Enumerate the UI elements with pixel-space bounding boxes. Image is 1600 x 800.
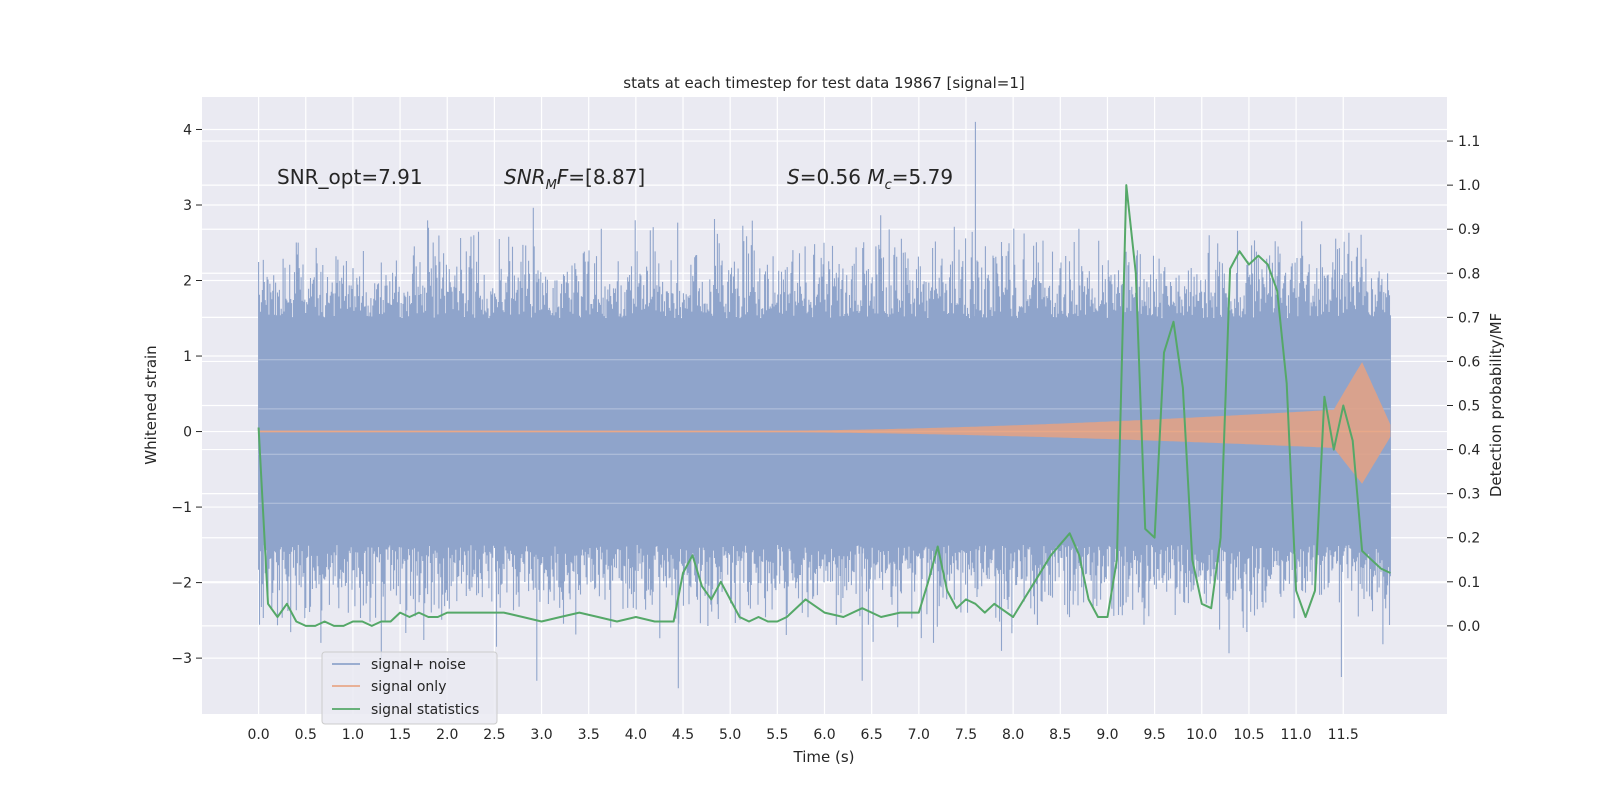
- signal-envelope: [258, 362, 1391, 484]
- y-axis-label-right: Detection probability/MF: [1487, 313, 1505, 497]
- x-tick-label: 0.0: [247, 727, 269, 743]
- annotation-snr-mf: SNRMF=[8.87]: [504, 165, 645, 193]
- x-tick-label: 2.0: [436, 727, 458, 743]
- legend-label-signal: signal only: [371, 679, 446, 695]
- x-tick-label: 7.0: [908, 727, 930, 743]
- x-tick-label: 8.5: [1049, 727, 1071, 743]
- x-tick-label: 7.5: [955, 727, 977, 743]
- x-tick-label: 11.0: [1281, 727, 1312, 743]
- y-tick-label-right: 1.0: [1458, 178, 1480, 194]
- annotation-snr-opt: SNR_opt=7.91: [277, 165, 423, 189]
- chart-title: stats at each timestep for test data 198…: [623, 74, 1024, 92]
- x-axis-label: Time (s): [793, 748, 855, 766]
- y-tick-label-right: 0.3: [1458, 487, 1480, 503]
- y-tick-label-left: 4: [183, 122, 192, 138]
- y-tick-label-left: 2: [183, 274, 192, 290]
- y-tick-label-left: −1: [171, 500, 192, 516]
- y-tick-label-right: 1.1: [1458, 134, 1480, 150]
- x-tick-label: 5.5: [766, 727, 788, 743]
- x-tick-label: 3.0: [530, 727, 552, 743]
- x-tick-label: 10.5: [1233, 727, 1264, 743]
- x-tick-label: 10.0: [1186, 727, 1217, 743]
- y-tick-label-left: 0: [183, 425, 192, 441]
- y-tick-label-right: 0.6: [1458, 354, 1480, 370]
- x-tick-label: 11.5: [1328, 727, 1359, 743]
- statistics-line: [257, 184, 1391, 627]
- x-tick-label: 1.0: [342, 727, 364, 743]
- x-tick-label: 8.0: [1002, 727, 1024, 743]
- annotation-s-mc: S=0.56 Mc=5.79: [787, 165, 953, 193]
- legend: signal+ noise signal only signal statist…: [321, 651, 498, 725]
- y-tick-label-left: −2: [171, 576, 192, 592]
- y-tick-label-left: 3: [183, 198, 192, 214]
- signal-statistics-series: [257, 184, 1391, 627]
- y-tick-label-left: 1: [183, 349, 192, 365]
- x-tick-label: 5.0: [719, 727, 741, 743]
- x-tick-label: 4.0: [625, 727, 647, 743]
- y-tick-label-right: 0.8: [1458, 266, 1480, 282]
- x-tick-label: 9.5: [1143, 727, 1165, 743]
- legend-box: [321, 651, 498, 725]
- y-tick-label-right: 0.5: [1458, 399, 1480, 415]
- legend-label-noise: signal+ noise: [371, 657, 466, 673]
- x-tick-labels: 0.0 0.5 1.0 1.5 2.0 2.5 3.0 3.5 4.0 4.5 5.0 5.5 6.0 6…: [247, 727, 1358, 743]
- y-tick-label-right: 0.1: [1458, 575, 1480, 591]
- x-tick-label: 6.5: [861, 727, 883, 743]
- x-tick-label: 3.5: [578, 727, 600, 743]
- y-tick-label-right: 0.0: [1458, 619, 1480, 635]
- x-tick-label: 9.0: [1096, 727, 1118, 743]
- signal-only-series: [258, 362, 1391, 484]
- y-tick-label-right: 0.9: [1458, 222, 1480, 238]
- y-tick-label-right: 0.4: [1458, 443, 1480, 459]
- y-tick-label-right: 0.7: [1458, 310, 1480, 326]
- y-tick-labels-left: 4 3 2 1 0 −1 −2 −3: [171, 122, 202, 667]
- x-tick-label: 2.5: [483, 727, 505, 743]
- y-axis-label-left: Whitened strain: [142, 345, 160, 464]
- y-tick-label-right: 0.2: [1458, 531, 1480, 547]
- x-tick-label: 0.5: [295, 727, 317, 743]
- x-tick-label: 1.5: [389, 727, 411, 743]
- x-tick-label: 4.5: [672, 727, 694, 743]
- legend-label-stats: signal statistics: [371, 702, 479, 718]
- x-tick-label: 6.0: [813, 727, 835, 743]
- y-tick-label-left: −3: [171, 651, 192, 667]
- y-tick-labels-right: 1.1 1.0 0.9 0.8 0.7 0.6 0.5 0.4 0.3 0.2 0.1 0.0: [1447, 134, 1480, 635]
